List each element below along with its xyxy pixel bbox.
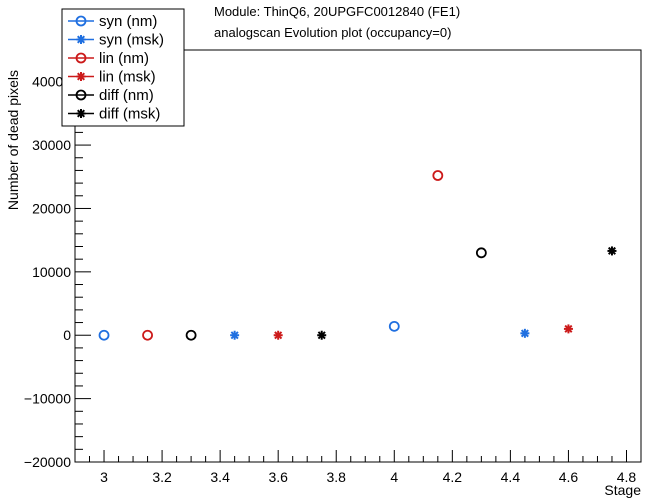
y-tick-label: 0: [63, 327, 71, 343]
data-point: [98, 329, 110, 341]
x-tick-label: 4.2: [443, 469, 463, 485]
y-tick-label: 10000: [32, 264, 71, 280]
x-tick-label: 3.4: [210, 469, 230, 485]
legend-marker: [75, 15, 87, 27]
x-tick-label: 4.4: [501, 469, 521, 485]
data-point: [432, 170, 444, 181]
x-tick-label: 3.2: [152, 469, 172, 485]
legend-entry: diff (nm): [68, 87, 154, 104]
legend-entry: syn (msk): [68, 32, 164, 49]
plot-frame: [74, 49, 642, 463]
x-tick-label: 3: [100, 469, 108, 485]
legend-marker: [76, 109, 86, 118]
data-point: [607, 246, 617, 256]
legend-label: diff (msk): [99, 106, 160, 123]
data-point: [185, 329, 197, 341]
data-point: [142, 329, 153, 341]
data-points: [98, 170, 617, 341]
legend-entry: lin (msk): [68, 69, 156, 86]
y-tick-label: −20000: [24, 454, 71, 470]
y-axis: −20000 −10000 0 10000 20000 30000 40000: [24, 55, 91, 470]
data-point: [273, 330, 283, 340]
x-axis-label: Stage: [604, 482, 641, 498]
x-tick-label: 4.6: [559, 469, 579, 485]
legend-label: diff (nm): [99, 87, 154, 104]
x-tick-label: 4: [390, 469, 398, 485]
y-tick-label: 20000: [32, 200, 71, 216]
x-tick-label: 4.8: [617, 469, 637, 485]
legend-box: [61, 8, 185, 127]
legend-label: lin (msk): [99, 69, 156, 86]
legend-marker: [75, 52, 87, 64]
x-tick-label: 3.6: [268, 469, 288, 485]
legend: syn (nm)syn (msk)lin (nm)lin (msk)diff (…: [61, 8, 185, 127]
legend-entry: lin (nm): [68, 50, 149, 67]
legend-label: syn (msk): [99, 32, 164, 49]
data-point: [388, 320, 400, 332]
data-point: [475, 247, 487, 259]
data-point: [230, 330, 240, 340]
y-tick-label: 30000: [32, 137, 71, 153]
legend-marker: [76, 72, 86, 81]
chart-title-line-2: analogscan Evolution plot (occupancy=0): [214, 25, 452, 40]
legend-entry: syn (nm): [68, 13, 157, 30]
y-axis-label: Number of dead pixels: [5, 70, 21, 210]
x-axis: 3 3.2 3.4 3.6 3.8 4 4.2 4.4 4.6 4.8: [74, 450, 642, 485]
chart-title-line-1: Module: ThinQ6, 20UPGFC0012840 (FE1): [214, 4, 461, 19]
legend-marker: [75, 89, 87, 101]
legend-label: syn (nm): [99, 13, 157, 30]
legend-label: lin (nm): [99, 50, 149, 67]
legend-entry: diff (msk): [68, 106, 160, 123]
legend-marker: [76, 35, 86, 44]
data-point: [317, 330, 327, 340]
data-point: [520, 328, 530, 338]
y-tick-label: 40000: [32, 74, 71, 90]
data-point: [563, 324, 573, 334]
y-tick-label: −10000: [24, 391, 71, 407]
plot-area-border: [74, 49, 642, 463]
x-tick-label: 3.8: [326, 469, 346, 485]
